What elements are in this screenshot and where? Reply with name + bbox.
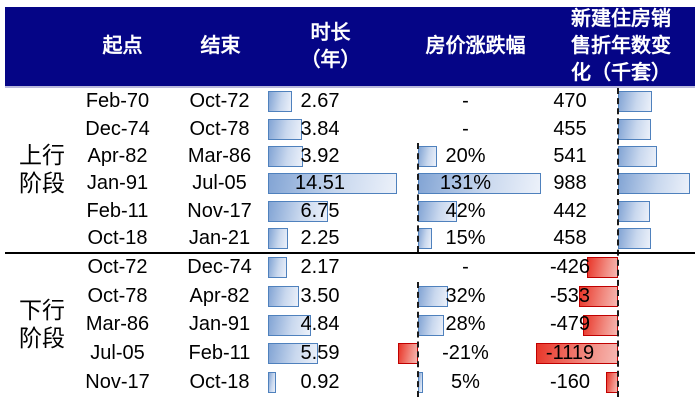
start-date: Mar-86 (85, 313, 150, 336)
sales-change-bar (618, 118, 652, 140)
duration-value: 3.84 (300, 117, 340, 140)
price-axis-upper (417, 143, 419, 252)
sales-change-value: -1119 (545, 342, 595, 365)
end-date: Jul-05 (192, 172, 247, 195)
group-separator-line (5, 252, 695, 254)
sales-change-bar (618, 91, 653, 113)
end-date: Oct-78 (189, 117, 250, 140)
duration-value: 5.59 (300, 342, 340, 365)
sales-change-value: -160 (549, 371, 591, 394)
sales-change-value: 988 (553, 172, 587, 195)
start-date: Jul-05 (90, 342, 145, 365)
duration-bar (268, 256, 288, 278)
duration-value: 2.67 (300, 90, 340, 113)
sales-axis (617, 88, 619, 397)
table-header: 起点 结束 时长 （年） 房价涨跌幅 新建住房销 售折年数变 化（千套） (5, 7, 695, 88)
duration-value: 3.92 (300, 144, 340, 167)
start-date: Oct-78 (87, 284, 148, 307)
column-header-price-change: 房价涨跌幅 (425, 35, 526, 57)
price-change-value: 28% (445, 313, 486, 336)
duration-bar (268, 91, 292, 113)
end-date: Apr-82 (189, 284, 250, 307)
price-axis-lower (417, 282, 419, 397)
end-date: Jan-91 (188, 313, 251, 336)
duration-value: 0.92 (300, 371, 340, 394)
column-header-start: 起点 (102, 35, 143, 57)
sales-change-bar (618, 228, 652, 250)
end-date: Oct-72 (189, 90, 250, 113)
duration-bar (268, 372, 277, 394)
sales-change-value: -426 (549, 255, 591, 278)
duration-value: 2.17 (300, 255, 340, 278)
start-date: Jan-91 (86, 172, 149, 195)
duration-value: 4.84 (300, 313, 340, 336)
start-date: Feb-70 (85, 90, 150, 113)
sales-change-bar (618, 200, 651, 222)
price-change-value: 42% (445, 199, 486, 222)
price-change-value: 131% (439, 172, 492, 195)
price-change-value: - (462, 117, 469, 140)
end-date: Mar-86 (187, 144, 252, 167)
start-date: Apr-82 (87, 144, 148, 167)
duration-value: 2.25 (300, 227, 340, 250)
column-header-end: 结束 (200, 35, 241, 57)
sales-change-bar (618, 173, 690, 195)
sales-change-value: 541 (553, 144, 587, 167)
start-date: Dec-74 (85, 117, 150, 140)
end-date: Jan-21 (188, 227, 251, 250)
price-change-value: 32% (445, 284, 486, 307)
sales-change-bar (618, 146, 658, 167)
price-change-bar (398, 343, 418, 365)
duration-bar (268, 200, 328, 222)
price-change-value: -21% (442, 342, 489, 365)
duration-bar (268, 343, 318, 365)
duration-bar (268, 118, 303, 140)
group-label-upward-phase: 上行 阶段 (19, 143, 65, 196)
price-change-value: 20% (445, 144, 486, 167)
sales-change-value: 455 (553, 117, 587, 140)
duration-bar (268, 314, 312, 336)
start-date: Oct-72 (87, 255, 148, 278)
price-change-value: - (462, 90, 469, 113)
duration-bar (268, 228, 288, 250)
duration-bar (268, 285, 300, 307)
start-date: Oct-18 (87, 227, 148, 250)
sales-change-value: 458 (553, 227, 587, 250)
column-header-duration: 时长 （年） (300, 21, 361, 71)
start-date: Nov-17 (85, 371, 150, 394)
start-date: Feb-11 (86, 199, 149, 222)
end-date: Oct-18 (189, 371, 250, 394)
price-change-value: 5% (451, 371, 480, 394)
sales-change-value: 442 (553, 199, 587, 222)
sales-change-value: -479 (549, 313, 591, 336)
end-date: Dec-74 (187, 255, 252, 278)
column-header-new-home-sales: 新建住房销 售折年数变 化（千套） (571, 8, 671, 84)
duration-bar (268, 146, 303, 167)
duration-bar (268, 173, 397, 195)
sales-change-value: 470 (553, 90, 587, 113)
sales-change-value: -533 (549, 284, 591, 307)
duration-value: 6.75 (300, 199, 340, 222)
duration-value: 3.50 (300, 284, 340, 307)
price-change-value: - (462, 255, 469, 278)
end-date: Feb-11 (188, 342, 251, 365)
end-date: Nov-17 (187, 199, 252, 222)
price-change-value: 15% (445, 227, 486, 250)
duration-value: 14.51 (294, 172, 346, 195)
group-label-downward-phase: 下行 阶段 (19, 298, 65, 351)
